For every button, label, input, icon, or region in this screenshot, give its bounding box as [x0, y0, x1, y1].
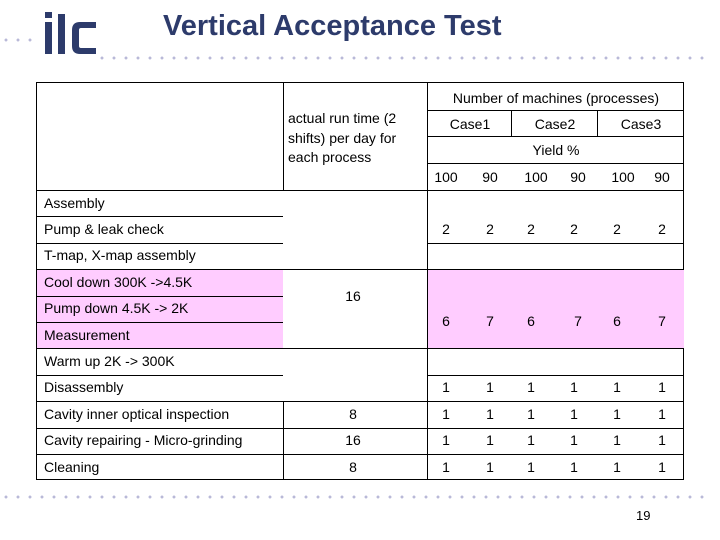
machines-value: 6: [442, 313, 450, 329]
svg-text:ilc: ilc: [40, 8, 41, 9]
machines-value: 2: [442, 221, 450, 237]
machines-value: 1: [527, 379, 535, 395]
machines-value: 2: [570, 221, 578, 237]
runtime-inspection-value: 8: [349, 406, 357, 422]
yield-value: 100: [434, 169, 458, 185]
footer-divider: [0, 495, 710, 499]
machines-value: 6: [527, 313, 535, 329]
yield-value: 90: [570, 169, 586, 185]
row-label-tmap: T-map, X-map assembly: [44, 247, 196, 263]
machines-value: 1: [613, 432, 621, 448]
machines-value: 7: [486, 313, 494, 329]
machines-value: 1: [658, 432, 666, 448]
acceptance-test-table: Number of machines (processes) actual ru…: [36, 82, 684, 480]
page-title: Vertical Acceptance Test: [163, 10, 502, 42]
row-label-cleaning: Cleaning: [44, 459, 100, 475]
machines-value: 2: [613, 221, 621, 237]
row-label-inspection: Cavity inner optical inspection: [44, 406, 230, 422]
runtime-header: actual run time (2 shifts) per day for e…: [288, 109, 396, 168]
machines-value: 2: [527, 221, 535, 237]
yield-value: 90: [482, 169, 498, 185]
machines-value: 1: [442, 406, 450, 422]
cooldown-cell: [37, 269, 283, 296]
machines-value: 1: [442, 459, 450, 475]
measurement-cell: [37, 322, 283, 348]
row-label-grinding: Cavity repairing - Micro-grinding: [44, 432, 243, 448]
runtime-header-line: actual run time (2: [288, 110, 397, 126]
title-divider-left: [0, 38, 36, 42]
runtime-cleaning-value: 8: [349, 459, 357, 475]
case3-header: Case3: [620, 116, 662, 132]
machines-value: 7: [658, 313, 666, 329]
machines-value: 1: [442, 432, 450, 448]
machines-value: 1: [486, 406, 494, 422]
page-number: 19: [636, 508, 651, 523]
machines-value: 7: [574, 313, 582, 329]
row-label-pumpdown: Pump down 4.5K -> 2K: [44, 300, 189, 316]
machines-header: Number of machines (processes): [452, 90, 660, 106]
row-label-warmup: Warm up 2K -> 300K: [44, 353, 175, 369]
machines-value: 1: [442, 379, 450, 395]
row-label-cooldown: Cool down 300K ->4.5K: [44, 274, 193, 290]
yield-value: 90: [654, 169, 670, 185]
runtime-header-line: each process: [288, 149, 372, 165]
machines-value: 1: [658, 406, 666, 422]
machines-group-b-cell: [427, 269, 684, 348]
machines-value: 1: [527, 406, 535, 422]
machines-value: 1: [486, 459, 494, 475]
machines-value: 6: [613, 313, 621, 329]
yield-header: Yield %: [532, 142, 580, 158]
machines-value: 1: [486, 432, 494, 448]
row-label-measurement: Measurement: [44, 327, 130, 343]
pumpdown-cell: [37, 296, 283, 322]
case2-header: Case2: [534, 116, 576, 132]
title-divider: [96, 56, 708, 60]
runtime-header-line: shifts) per day for: [288, 129, 397, 146]
machines-value: 1: [570, 459, 578, 475]
machines-value: 2: [658, 221, 666, 237]
row-label-assembly: Assembly: [44, 195, 105, 211]
machines-value: 1: [570, 432, 578, 448]
case1-header: Case1: [449, 116, 491, 132]
machines-value: 1: [527, 459, 535, 475]
machines-value: 1: [658, 459, 666, 475]
row-label-pump-leak: Pump & leak check: [44, 221, 164, 237]
runtime-grinding-value: 16: [345, 432, 361, 448]
runtime-group-value: 16: [345, 288, 361, 304]
machines-value: 1: [658, 379, 666, 395]
row-label-disassembly: Disassembly: [44, 379, 124, 395]
machines-value: 1: [570, 379, 578, 395]
machines-value: 1: [570, 406, 578, 422]
yield-value: 100: [611, 169, 635, 185]
machines-value: 1: [613, 406, 621, 422]
machines-value: 2: [486, 221, 494, 237]
machines-value: 1: [486, 379, 494, 395]
machines-value: 1: [613, 459, 621, 475]
machines-value: 1: [527, 432, 535, 448]
yield-value: 100: [524, 169, 548, 185]
machines-value: 1: [613, 379, 621, 395]
ilc-logo: ilc: [40, 8, 96, 54]
